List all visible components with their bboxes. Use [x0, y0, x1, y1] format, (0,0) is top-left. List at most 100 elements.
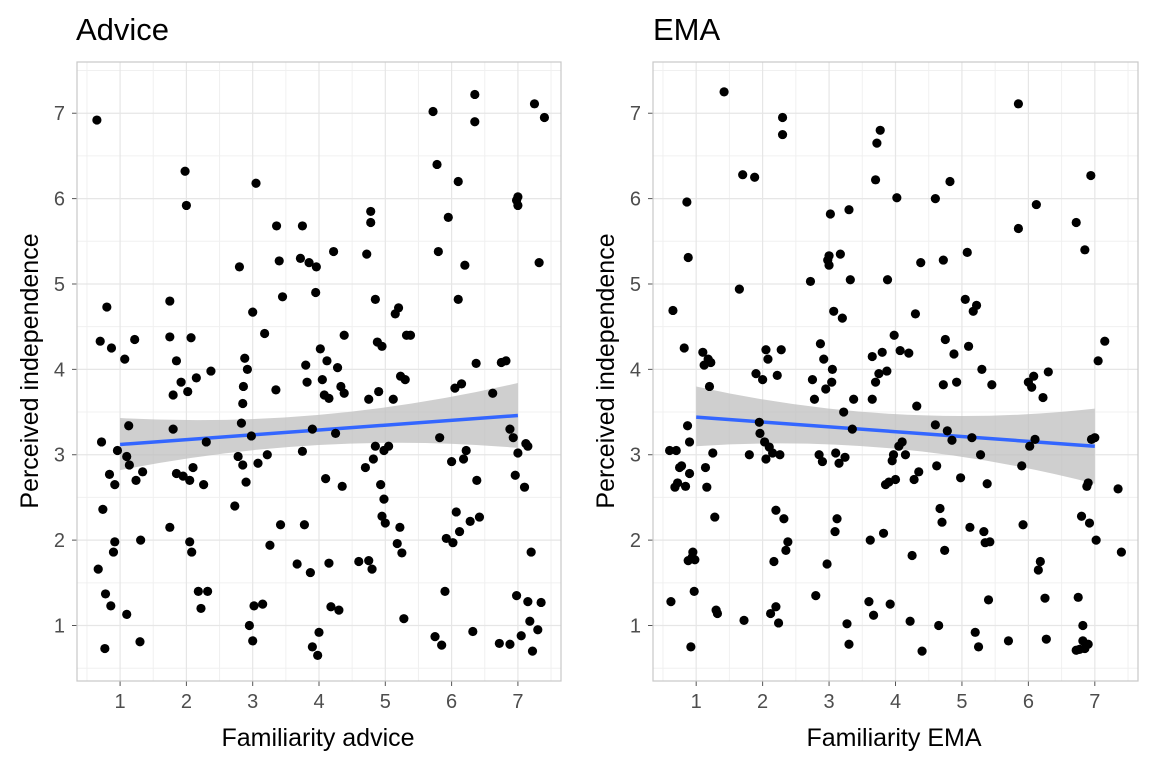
data-point — [932, 461, 942, 471]
data-point — [1040, 593, 1050, 603]
data-point — [206, 366, 216, 376]
data-point — [781, 545, 791, 555]
data-point — [523, 441, 533, 451]
data-point — [819, 354, 829, 364]
data-point — [96, 437, 107, 447]
data-point — [384, 441, 394, 451]
data-point — [388, 394, 398, 404]
data-point — [465, 516, 475, 526]
y-axis-title: Perceived independence — [16, 233, 44, 508]
data-point — [934, 620, 944, 631]
data-point — [708, 448, 718, 458]
data-point — [914, 467, 924, 477]
data-point — [108, 547, 119, 557]
data-point — [917, 646, 927, 656]
data-point — [262, 450, 272, 460]
data-point — [1080, 245, 1090, 255]
data-point — [494, 638, 504, 649]
data-point — [354, 556, 364, 567]
data-point — [322, 356, 332, 366]
data-point — [985, 537, 995, 547]
data-point — [311, 262, 321, 272]
plot-area: 1 2 3 4 5 6 7 1 2 3 4 5 6 7 — [630, 61, 1139, 713]
data-point — [971, 300, 982, 310]
data-point — [845, 275, 855, 285]
data-point — [377, 341, 387, 351]
panel-border — [76, 61, 562, 682]
data-point — [253, 458, 263, 468]
data-point — [277, 292, 288, 302]
data-point — [106, 343, 117, 353]
data-point — [519, 482, 530, 492]
data-point — [92, 115, 102, 125]
data-point — [897, 437, 907, 447]
data-point — [201, 437, 211, 447]
data-point — [315, 344, 325, 354]
data-point — [865, 535, 875, 545]
data-point — [1071, 217, 1081, 228]
data-point — [1030, 434, 1040, 444]
data-point — [900, 450, 911, 460]
data-point — [702, 482, 712, 492]
data-point — [304, 258, 314, 268]
data-point — [940, 334, 950, 345]
data-point — [367, 564, 377, 574]
data-point — [193, 586, 203, 596]
data-point — [450, 383, 460, 393]
data-point — [938, 255, 948, 265]
regression-line — [119, 413, 519, 447]
data-point — [380, 518, 390, 528]
data-point — [875, 125, 885, 135]
data-point — [203, 586, 213, 596]
data-point — [1084, 518, 1095, 528]
data-point — [682, 197, 692, 207]
data-point — [527, 646, 538, 656]
data-point — [1038, 392, 1048, 403]
data-point — [400, 375, 410, 385]
data-point — [120, 354, 130, 364]
data-point — [842, 619, 852, 629]
data-point — [765, 608, 776, 619]
data-point — [317, 375, 327, 385]
data-point — [1003, 636, 1014, 646]
data-point — [666, 596, 676, 607]
data-point — [165, 522, 175, 532]
data-point — [965, 522, 975, 532]
x-tick-label: 5 — [956, 691, 967, 713]
data-point — [690, 555, 700, 565]
data-point — [904, 348, 914, 358]
data-point — [754, 417, 764, 427]
data-point — [1113, 484, 1123, 494]
panel-ema: 1 2 3 4 5 6 7 1 2 3 4 5 6 7 EMA Familiarity EMA Perce… — [592, 12, 1139, 752]
data-point — [187, 547, 197, 557]
data-point — [1027, 382, 1037, 392]
data-point — [811, 591, 821, 601]
data-point — [783, 537, 793, 547]
data-point — [258, 599, 268, 609]
data-point — [761, 345, 771, 355]
data-point — [95, 336, 105, 346]
data-point — [102, 302, 112, 312]
data-point — [505, 424, 515, 434]
data-point — [516, 631, 526, 641]
data-point — [307, 424, 317, 434]
data-point — [827, 377, 837, 387]
data-point — [1033, 565, 1043, 575]
data-point — [456, 379, 467, 389]
data-point — [874, 369, 884, 379]
data-point — [829, 306, 839, 316]
data-point — [513, 200, 523, 211]
data-point — [297, 221, 308, 231]
data-point — [241, 477, 251, 487]
data-point — [805, 276, 816, 287]
data-point — [265, 540, 275, 550]
x-tick-label: 7 — [1089, 691, 1100, 713]
data-point — [336, 381, 346, 392]
data-point — [251, 178, 261, 188]
data-point — [849, 394, 859, 404]
data-point — [238, 460, 248, 470]
y-tick-label: 7 — [630, 103, 641, 125]
data-point — [831, 448, 841, 458]
data-point — [945, 176, 955, 187]
y-tick-label: 6 — [630, 189, 641, 211]
